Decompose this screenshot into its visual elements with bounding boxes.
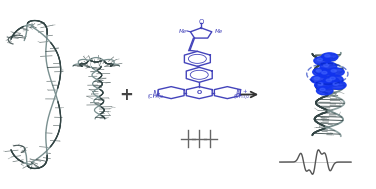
Circle shape — [318, 83, 323, 85]
Circle shape — [316, 70, 321, 72]
Circle shape — [315, 81, 331, 89]
Circle shape — [317, 58, 323, 61]
Circle shape — [318, 70, 335, 78]
Circle shape — [333, 83, 338, 85]
Circle shape — [327, 75, 343, 84]
Text: Me: Me — [215, 29, 223, 34]
Text: O: O — [197, 90, 202, 95]
Circle shape — [314, 57, 331, 65]
Text: O: O — [199, 19, 204, 25]
Circle shape — [326, 79, 332, 82]
Text: $\mathrm{(CH_3)_2}$: $\mathrm{(CH_3)_2}$ — [233, 92, 250, 101]
Circle shape — [323, 77, 340, 85]
Text: Me: Me — [179, 29, 187, 34]
Circle shape — [320, 62, 337, 70]
Text: $\mathit{N}^+$: $\mathit{N}^+$ — [235, 88, 248, 99]
Circle shape — [313, 68, 329, 76]
Text: +: + — [119, 85, 133, 104]
Circle shape — [311, 75, 327, 84]
Text: $\mathit{N}$: $\mathit{N}$ — [152, 88, 159, 99]
Circle shape — [321, 53, 338, 61]
Circle shape — [317, 87, 333, 95]
Circle shape — [322, 71, 327, 74]
Circle shape — [331, 70, 337, 72]
Circle shape — [328, 68, 344, 76]
Circle shape — [330, 77, 335, 80]
Circle shape — [330, 81, 346, 89]
Circle shape — [325, 55, 330, 57]
Circle shape — [324, 64, 329, 67]
Circle shape — [320, 88, 325, 91]
Circle shape — [314, 77, 320, 80]
Text: $\mathrm{(CH_3)_2}$: $\mathrm{(CH_3)_2}$ — [147, 92, 164, 101]
